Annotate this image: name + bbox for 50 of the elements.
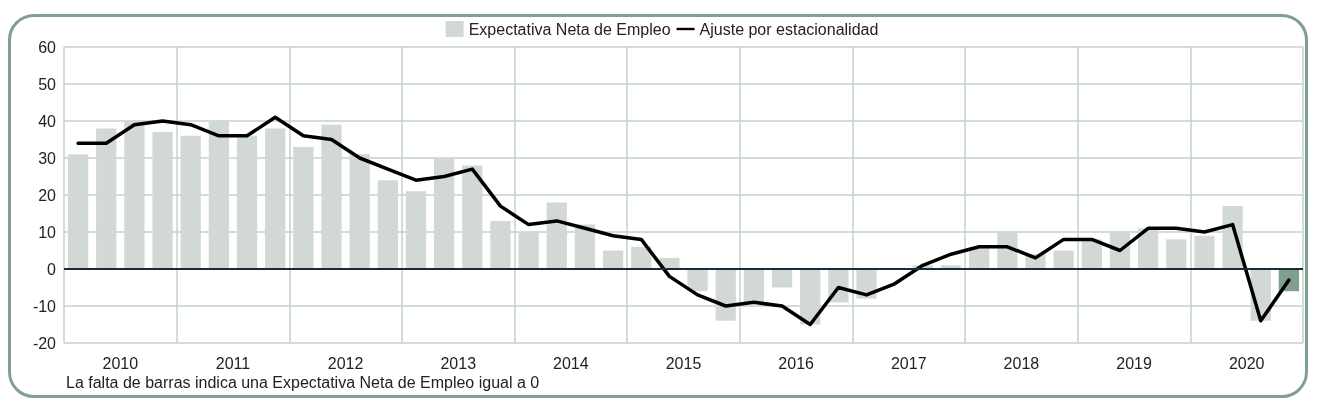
bar [180,135,201,269]
y-tick-label: 50 [38,75,57,93]
bar [293,146,314,269]
y-tick-label: -20 [32,334,57,352]
bar [236,135,258,269]
bar [124,121,145,269]
legend-label: Ajuste por estacionalidad [699,20,879,38]
x-tick-label: 2013 [440,354,477,372]
bar [434,158,455,269]
x-tick-label: 2017 [890,354,927,372]
bar [405,191,427,269]
y-tick-label: 0 [47,260,57,278]
bar [67,154,89,269]
x-tick-label: 2011 [215,354,251,372]
bar [462,165,483,269]
x-tick-label: 2014 [553,354,589,372]
bar [715,269,736,321]
x-tick-label: 2012 [327,354,364,372]
bar [602,250,624,269]
bar [1053,250,1074,269]
bar [518,232,539,269]
x-tick-label: 2020 [1228,354,1265,372]
y-tick-label: 10 [38,223,57,241]
bar [490,220,511,269]
text: La falta de barras indica una Expectativa Neta de Empleo igual a 0 [66,374,540,392]
bar [687,269,708,292]
y-tick-label: 20 [38,186,57,204]
bar [771,269,793,288]
y-tick-label: -10 [32,297,57,315]
bar [208,121,230,269]
bar [1166,239,1187,269]
x-tick-label: 2010 [102,354,139,372]
bar [96,128,117,269]
x-tick-label: 2019 [1116,354,1152,372]
bar [152,132,173,269]
bar [546,202,567,269]
x-tick-label: 2018 [1003,354,1040,372]
line-series [76,115,1291,327]
x-tick-label: 2015 [665,354,702,372]
bar [265,128,286,269]
bar [321,124,342,269]
x-tick-label: 2016 [778,354,815,372]
bar [743,269,765,303]
y-tick-label: 30 [38,149,57,167]
y-tick-label: 40 [38,112,57,130]
bar [377,180,398,269]
bar [349,154,370,269]
bar [1194,235,1215,269]
y-tick-label: 60 [38,38,57,56]
legend-label: Expectativa Neta de Empleo [468,20,671,38]
